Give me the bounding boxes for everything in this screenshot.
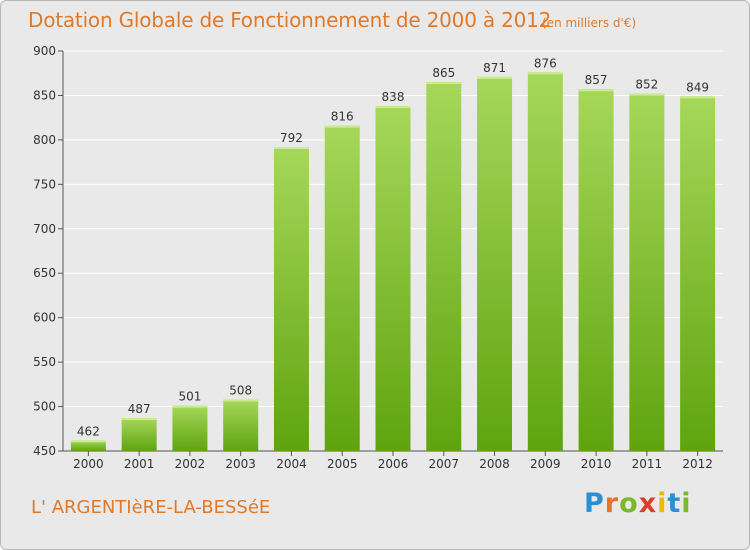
brand-letter: o (619, 488, 639, 519)
bar-highlight (172, 405, 208, 408)
y-tick-label: 750 (33, 177, 56, 191)
value-label: 857 (585, 73, 608, 87)
bar-highlight (121, 418, 157, 421)
value-label: 508 (229, 383, 252, 397)
x-tick-label: 2007 (428, 457, 459, 471)
bar-highlight (578, 89, 614, 92)
x-tick-label: 2012 (682, 457, 713, 471)
bar-highlight (70, 440, 106, 443)
x-tick-label: 2006 (378, 457, 409, 471)
bar-highlight (223, 399, 259, 402)
y-tick-label: 450 (33, 444, 56, 458)
bars (70, 72, 716, 452)
brand-letter: i (681, 488, 692, 519)
bar (680, 96, 716, 451)
value-label: 462 (77, 424, 100, 438)
y-tick-label: 600 (33, 311, 56, 325)
x-tick-label: 2000 (73, 457, 104, 471)
bar (578, 89, 614, 451)
bar (223, 399, 259, 451)
bar (324, 125, 360, 452)
brand-letter: t (667, 488, 682, 519)
bar-highlight (375, 106, 411, 109)
brand-letter: x (638, 488, 658, 519)
bar (273, 147, 309, 451)
bar (121, 418, 157, 451)
y-tick-label: 650 (33, 266, 56, 280)
value-label: 852 (635, 78, 658, 92)
x-tick-label: 2005 (327, 457, 358, 471)
x-tick-label: 2009 (530, 457, 561, 471)
y-tick-label: 900 (33, 44, 56, 58)
bar-highlight (680, 96, 716, 99)
y-tick-label: 700 (33, 222, 56, 236)
value-label: 792 (280, 131, 303, 145)
x-tick-label: 2008 (479, 457, 510, 471)
x-tick-label: 2004 (276, 457, 307, 471)
bar (70, 440, 106, 451)
y-tick-label: 800 (33, 133, 56, 147)
value-label: 501 (178, 390, 201, 404)
brand-letter: i (657, 488, 668, 519)
bar (375, 106, 411, 451)
bar-highlight (527, 72, 563, 75)
value-label: 849 (686, 80, 709, 94)
brand-letter: r (604, 488, 620, 519)
chart-title: Dotation Globale de Fonctionnement de 20… (28, 8, 552, 32)
value-label: 838 (382, 90, 405, 104)
bar-highlight (477, 76, 513, 79)
town-name: L' ARGENTIèRE-LA-BESSéE (31, 497, 271, 518)
x-tick-label: 2011 (632, 457, 663, 471)
x-tick-label: 2010 (581, 457, 612, 471)
bar (477, 76, 513, 452)
x-tick-label: 2002 (175, 457, 206, 471)
brand-letter: P (584, 488, 605, 519)
bar-highlight (629, 93, 665, 96)
value-label: 876 (534, 56, 557, 70)
brand-logo[interactable]: Proxiti (584, 488, 692, 519)
y-tick-label: 850 (33, 88, 56, 102)
x-tick-label: 2003 (225, 457, 256, 471)
value-label: 865 (432, 66, 455, 80)
bar-highlight (426, 82, 462, 85)
x-tick-label: 2001 (124, 457, 155, 471)
bar-highlight (324, 125, 360, 128)
bar (172, 405, 208, 451)
bar (527, 72, 563, 451)
value-label: 816 (331, 110, 354, 124)
chart-units: (en milliers d'€) (542, 16, 637, 30)
value-label: 871 (483, 61, 506, 75)
value-label: 487 (128, 402, 151, 416)
y-tick-label: 550 (33, 355, 56, 369)
bar (629, 93, 665, 452)
labels: 2000 462 2001 487 2002 501 2003 508 2004 792 2005 8… (73, 56, 713, 471)
bar (426, 82, 462, 451)
y-tick-label: 500 (33, 400, 56, 414)
bar-highlight (273, 147, 309, 149)
